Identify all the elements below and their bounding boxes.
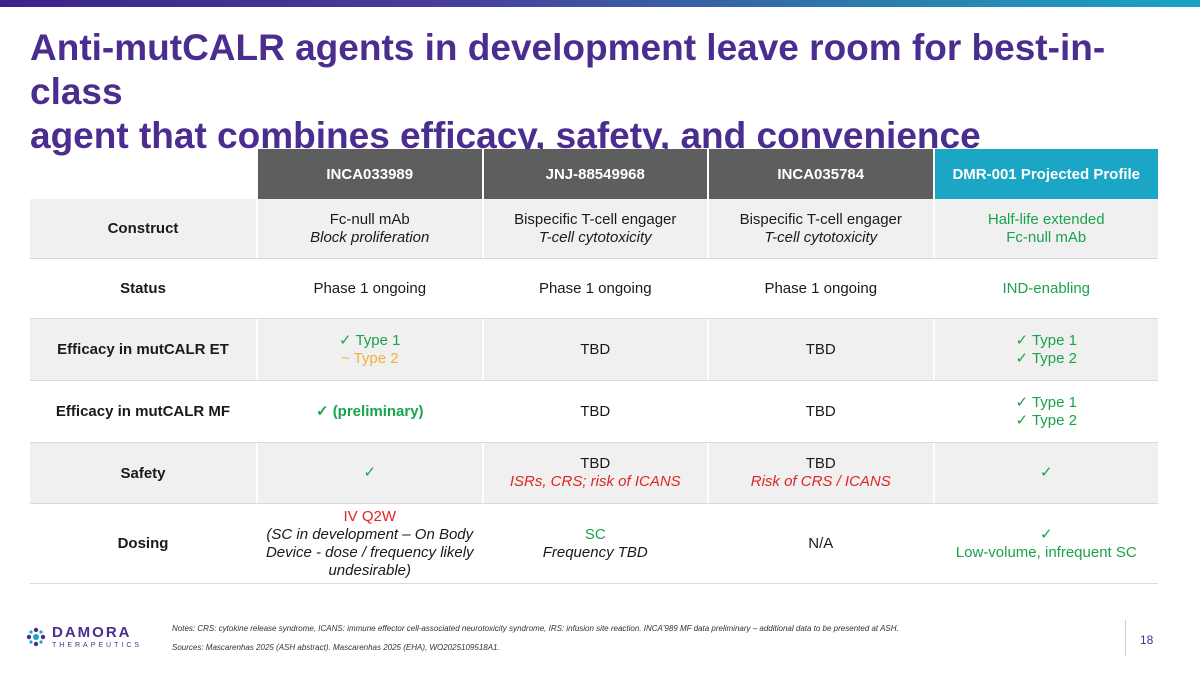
check-preliminary: ✓ (preliminary)	[315, 402, 424, 420]
dosing-route: SC	[584, 525, 606, 543]
check-icon: ✓	[1039, 464, 1053, 481]
cell-efficacy-et-inca035784: TBD	[707, 319, 933, 380]
cell-text: TBD	[580, 340, 611, 358]
cell-text: TBD	[805, 402, 836, 420]
cell-safety-inca033989: ✓	[256, 443, 482, 503]
dosing-note: Frequency TBD	[542, 543, 648, 561]
row-label-construct: Construct	[107, 220, 179, 237]
cell-dosing-dmr: ✓ Low-volume, infrequent SC	[932, 504, 1159, 583]
table-row-safety: Safety ✓ TBD ISRs, CRS; risk of ICANS TB…	[30, 443, 1158, 504]
cell-efficacy-mf-inca033989: ✓ (preliminary)	[256, 381, 482, 442]
check-type1: ✓ Type 1	[1015, 393, 1078, 411]
logo-name: DAMORA	[52, 623, 132, 641]
cell-dosing-inca033989: IV Q2W (SC in development – On Body Devi…	[256, 504, 482, 583]
cell-text: TBD	[580, 402, 611, 420]
slide-title: Anti-mutCALR agents in development leave…	[30, 26, 1170, 158]
dosing-note: (SC in development – On Body Device - do…	[265, 525, 474, 579]
logo-subtitle: THERAPEUTICS	[52, 641, 143, 649]
cell-status-inca035784: Phase 1 ongoing	[707, 259, 933, 318]
cell-safety-jnj: TBD ISRs, CRS; risk of ICANS	[481, 443, 708, 503]
table-row-efficacy-mf: Efficacy in mutCALR MF ✓ (preliminary) T…	[30, 381, 1158, 443]
cell-construct-inca035784: Bispecific T-cell engager T-cell cytotox…	[707, 199, 933, 258]
partial-type2: ~ Type 2	[340, 349, 399, 367]
slide-title-line-1: Anti-mutCALR agents in development leave…	[30, 27, 1106, 112]
cell-efficacy-mf-inca035784: TBD	[707, 381, 933, 442]
cell-subtext: T-cell cytotoxicity	[538, 228, 652, 246]
cell-construct-dmr: Half-life extended Fc-null mAb	[932, 199, 1159, 258]
footnotes: Notes: CRS: cytokine release syndrome, I…	[172, 624, 899, 633]
check-type1: ✓ Type 1	[339, 331, 401, 349]
top-accent-bar	[0, 0, 1200, 7]
table-header-row: INCA033989 JNJ-88549968 INCA035784 DMR-0…	[30, 149, 1158, 199]
page-number: 18	[1140, 633, 1154, 647]
cell-efficacy-et-jnj: TBD	[481, 319, 708, 380]
cell-subtext: Fc-null mAb	[1006, 228, 1087, 246]
cell-dosing-jnj: SC Frequency TBD	[481, 504, 708, 583]
check-type1: ✓ Type 1	[1015, 331, 1078, 349]
cell-text: Bispecific T-cell engager	[739, 210, 902, 228]
cell-dosing-inca035784: N/A	[707, 504, 933, 583]
row-label-efficacy-mf: Efficacy in mutCALR MF	[55, 403, 231, 420]
cell-text: TBD	[580, 455, 611, 472]
damora-logo-icon	[26, 627, 46, 647]
dosing-route: IV Q2W	[343, 507, 396, 525]
header-inca033989: INCA033989	[256, 149, 482, 199]
cell-text: TBD	[805, 455, 836, 472]
cell-efficacy-et-inca033989: ✓ Type 1 ~ Type 2	[256, 319, 482, 380]
damora-logo: DAMORA THERAPEUTICS	[26, 622, 146, 652]
cell-text: N/A	[808, 534, 834, 552]
table-row-efficacy-et: Efficacy in mutCALR ET ✓ Type 1 ~ Type 2…	[30, 319, 1158, 381]
cell-text: TBD	[805, 340, 836, 358]
comparison-table: INCA033989 JNJ-88549968 INCA035784 DMR-0…	[30, 149, 1158, 584]
header-dmr-001: DMR-001 Projected Profile	[932, 149, 1158, 199]
row-label-safety: Safety	[120, 464, 166, 482]
row-label-efficacy-et: Efficacy in mutCALR ET	[57, 341, 229, 358]
logo-text: DAMORA THERAPEUTICS	[52, 623, 143, 650]
cell-efficacy-mf-dmr: ✓ Type 1 ✓ Type 2	[932, 381, 1159, 442]
check-icon: ✓	[1039, 525, 1053, 543]
cell-efficacy-et-dmr: ✓ Type 1 ✓ Type 2	[932, 319, 1159, 380]
cell-safety-inca035784: TBD Risk of CRS / ICANS	[707, 443, 933, 503]
cell-risk: Risk of CRS / ICANS	[750, 473, 891, 490]
header-inca035784: INCA035784	[707, 149, 933, 199]
header-jnj-88549968: JNJ-88549968	[481, 149, 707, 199]
row-label-status: Status	[120, 280, 166, 297]
check-type2: ✓ Type 2	[1015, 411, 1078, 429]
row-label-dosing: Dosing	[117, 535, 169, 552]
cell-construct-inca033989: Fc-null mAb Block proliferation	[256, 199, 482, 258]
cell-text: Bispecific T-cell engager	[514, 210, 677, 228]
cell-efficacy-mf-jnj: TBD	[481, 381, 708, 442]
header-spacer	[30, 149, 256, 199]
cell-subtext: Block proliferation	[310, 228, 430, 246]
table-row-construct: Construct Fc-null mAb Block proliferatio…	[30, 199, 1158, 259]
footer-divider	[1125, 620, 1126, 656]
check-icon: ✓	[363, 464, 377, 481]
cell-status-dmr: IND-enabling	[932, 259, 1159, 318]
cell-status-inca033989: Phase 1 ongoing	[256, 259, 482, 318]
cell-subtext: T-cell cytotoxicity	[764, 228, 878, 246]
cell-text: Fc-null mAb	[329, 210, 410, 228]
table-row-dosing: Dosing IV Q2W (SC in development – On Bo…	[30, 504, 1158, 584]
cell-construct-jnj: Bispecific T-cell engager T-cell cytotox…	[481, 199, 708, 258]
cell-status-jnj: Phase 1 ongoing	[481, 259, 708, 318]
table-row-status: Status Phase 1 ongoing Phase 1 ongoing P…	[30, 259, 1158, 319]
sources: Sources: Mascarenhas 2025 (ASH abstract)…	[172, 643, 500, 652]
check-type2: ✓ Type 2	[1015, 349, 1078, 367]
dosing-note: Low-volume, infrequent SC	[955, 543, 1137, 561]
cell-text: Half-life extended	[987, 210, 1105, 228]
cell-risk: ISRs, CRS; risk of ICANS	[509, 473, 681, 490]
cell-safety-dmr: ✓	[932, 443, 1159, 503]
